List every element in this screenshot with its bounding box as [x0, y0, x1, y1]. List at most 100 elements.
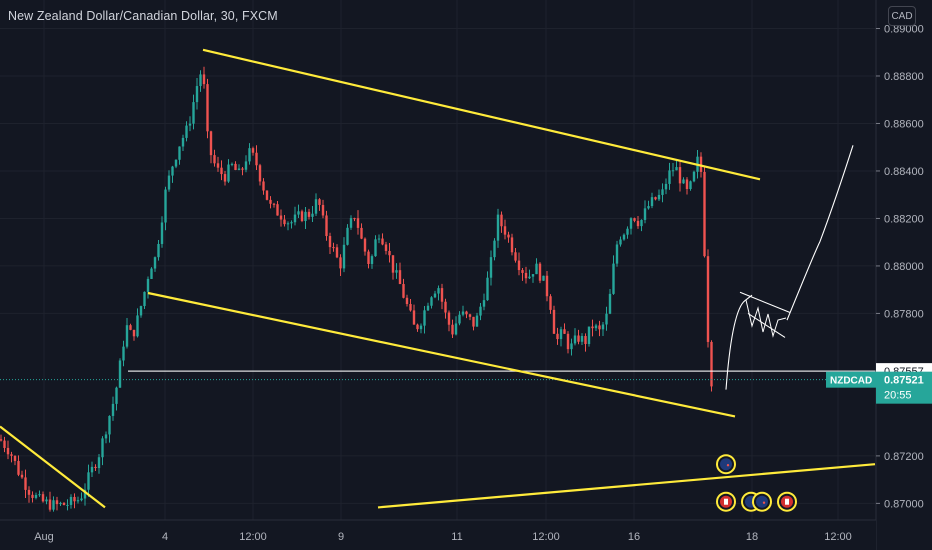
candle-body	[671, 170, 675, 172]
candle-body	[388, 250, 391, 256]
trendline-left-descending	[0, 425, 106, 509]
candle-body	[192, 102, 195, 124]
event-4-flag-star	[762, 501, 766, 504]
candle-body	[374, 239, 377, 257]
candle-body	[262, 181, 265, 191]
currency-button[interactable]: CAD	[888, 6, 916, 26]
candle-body	[370, 256, 374, 264]
candle-body	[566, 333, 570, 350]
candle-body	[521, 270, 524, 273]
candle-body	[538, 263, 542, 281]
y-tick-label: 0.88200	[884, 213, 924, 225]
candle-body	[339, 257, 342, 269]
candle-body	[276, 204, 279, 216]
candle-body	[97, 457, 101, 469]
candle-body	[391, 255, 395, 273]
y-tick-label: 0.87800	[884, 308, 924, 320]
candle-body	[461, 311, 465, 315]
pennant-zigzag	[745, 299, 787, 338]
candle-body	[241, 168, 244, 170]
candle-body	[321, 204, 325, 216]
candle-body	[419, 325, 423, 330]
candle-body	[437, 288, 440, 294]
candle-body	[244, 161, 248, 170]
x-axis-background	[0, 520, 876, 550]
candle-body	[111, 403, 115, 416]
candle-body	[605, 313, 608, 325]
symbol-tag: NZDCAD	[830, 376, 872, 387]
candle-body	[633, 218, 636, 221]
candle-body	[524, 272, 528, 279]
candle-body	[332, 247, 335, 249]
chart-title: New Zealand Dollar/Canadian Dollar, 30, …	[8, 9, 278, 23]
candle-body	[143, 291, 146, 307]
candle-body	[349, 218, 353, 228]
trendline-long-ascending	[377, 463, 876, 509]
x-tick-label: 18	[746, 531, 758, 543]
candle-body	[584, 336, 587, 344]
candle-body	[549, 296, 552, 310]
candle-body	[76, 500, 80, 502]
candle-body	[279, 215, 283, 220]
candle-body	[164, 189, 167, 223]
candle-body	[283, 219, 286, 225]
candle-body	[328, 236, 332, 248]
candle-body	[342, 244, 346, 269]
candle-body	[223, 174, 227, 182]
candle-body	[251, 148, 255, 153]
candle-body	[531, 274, 535, 277]
candle-body	[353, 218, 356, 220]
candle-body	[675, 167, 678, 171]
candle-body	[468, 314, 472, 317]
candle-body	[3, 440, 6, 448]
y-tick-label: 0.88000	[884, 261, 924, 273]
candle-body	[608, 293, 612, 314]
candle-body	[216, 163, 220, 168]
candle-body	[139, 306, 143, 316]
candle-body	[444, 301, 447, 313]
candle-body	[493, 240, 496, 258]
candle-body	[132, 329, 136, 337]
candle-body	[255, 152, 258, 166]
candle-body	[559, 329, 563, 340]
candle-body	[304, 211, 307, 222]
candle-body	[416, 324, 419, 330]
candle-body	[528, 276, 531, 279]
candle-body	[685, 179, 689, 189]
candle-body	[643, 208, 647, 220]
candle-body	[412, 310, 416, 325]
candle-body	[269, 199, 272, 204]
candle-body	[458, 314, 461, 324]
candle-body	[125, 325, 129, 347]
candle-body	[710, 341, 713, 387]
candle-body	[447, 312, 451, 325]
candle-body	[517, 260, 521, 271]
event-2-flag-band	[724, 498, 728, 505]
candle-body	[227, 164, 230, 182]
candle-body	[451, 324, 454, 335]
candle-body	[87, 472, 90, 490]
candle-body	[703, 171, 706, 257]
candle-body	[591, 326, 594, 329]
x-tick-label: 11	[451, 531, 462, 543]
candle-body	[664, 183, 668, 190]
y-tick-label: 0.88600	[884, 118, 924, 130]
x-tick-label: 16	[628, 531, 640, 543]
candle-body	[626, 228, 629, 235]
candle-body	[654, 197, 657, 200]
x-tick-label: 9	[338, 531, 344, 543]
candle-body	[346, 227, 349, 245]
candle-body	[475, 315, 479, 327]
x-tick-label: 12:00	[532, 531, 560, 543]
candle-body	[20, 474, 24, 478]
candle-body	[258, 165, 262, 182]
candle-body	[377, 238, 381, 240]
candle-body	[27, 489, 31, 495]
candle-body	[104, 434, 108, 439]
trendline-lower-channel	[147, 291, 736, 418]
event-4-flag	[756, 495, 768, 508]
candle-body	[52, 500, 55, 510]
candle-body	[55, 500, 59, 505]
candle-body	[325, 215, 328, 237]
